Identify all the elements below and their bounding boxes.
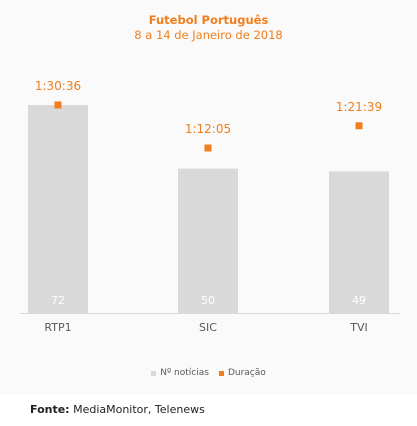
bar-value-label-sic: 50	[201, 294, 215, 307]
legend-label-duracao: Duração	[227, 368, 266, 378]
duration-label-rtp1: 1:30:36	[35, 79, 81, 93]
source-text: MediaMonitor, Telenews	[73, 403, 205, 416]
chart-title: Futebol Português	[148, 13, 269, 27]
duration-label-sic: 1:12:05	[185, 122, 231, 136]
duration-label-tvi: 1:21:39	[336, 100, 382, 114]
plot-area: 72 RTP1 1:30:36 50 SIC 1:12:05 49 TVI 1:21:39	[20, 79, 400, 334]
x-tick-label-rtp1: RTP1	[44, 321, 71, 334]
duration-marker-tvi	[355, 122, 363, 130]
bar-value-label-rtp1: 72	[51, 294, 65, 307]
x-tick-label-sic: SIC	[199, 321, 217, 334]
source-note: Fonte: MediaMonitor, Telenews	[30, 403, 205, 416]
legend-label-noticias: Nº notícias	[160, 368, 209, 378]
bar-value-label-tvi: 49	[352, 294, 366, 307]
duration-marker-sic	[204, 144, 212, 152]
x-tick-label-tvi: TVI	[349, 321, 368, 334]
legend-swatch-duracao	[218, 370, 224, 376]
legend: Nº notícias Duração	[0, 368, 417, 378]
bar-rtp1	[28, 105, 88, 313]
source-label: Fonte:	[30, 403, 70, 416]
legend-item-duracao: Duração	[218, 368, 266, 378]
legend-swatch-noticias	[151, 370, 157, 376]
chart-subtitle: 8 a 14 de Janeiro de 2018	[134, 28, 283, 42]
legend-item-noticias: Nº notícias	[151, 368, 209, 378]
chart-area: Futebol Português 8 a 14 de Janeiro de 2…	[0, 13, 417, 378]
bar-tvi	[329, 171, 389, 313]
bar-sic	[178, 168, 238, 313]
duration-marker-rtp1	[54, 101, 62, 109]
